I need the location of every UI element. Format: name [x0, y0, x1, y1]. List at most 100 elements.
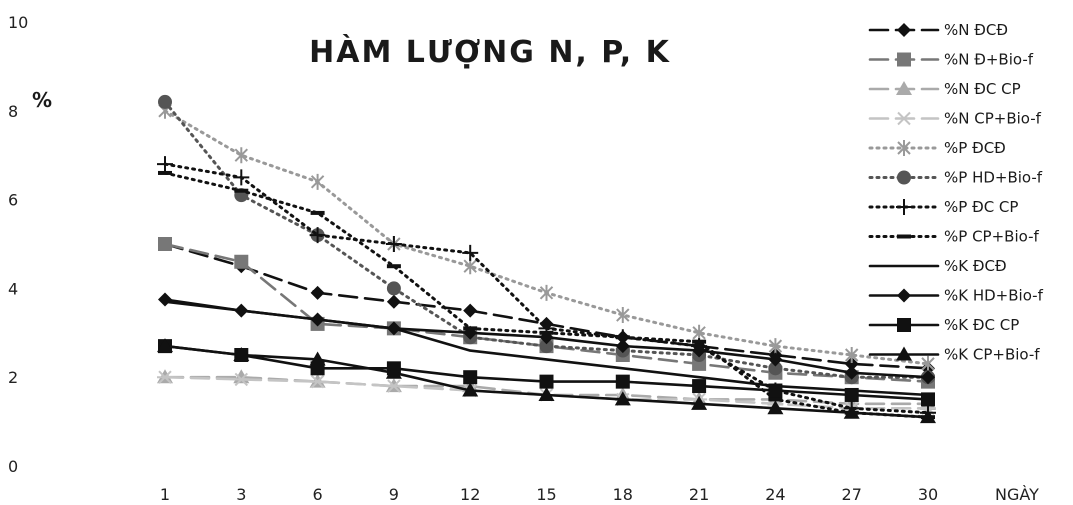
data-point	[768, 383, 783, 398]
x-axis-label: NGÀY	[995, 485, 1039, 504]
x-tick-label: 18	[613, 485, 633, 504]
data-point	[538, 386, 555, 401]
data-point	[234, 254, 249, 269]
legend-item: %N ĐC CP	[868, 80, 1021, 98]
data-point	[692, 379, 707, 394]
legend-label: %N ĐCĐ	[944, 21, 1008, 39]
data-point	[234, 303, 249, 318]
x-tick-label: 27	[842, 485, 862, 504]
legend-marker	[897, 234, 911, 239]
series-12	[157, 338, 936, 424]
x-tick-label: 12	[460, 485, 480, 504]
y-tick-label: 8	[8, 102, 18, 121]
data-point	[768, 338, 783, 355]
data-point	[844, 347, 859, 363]
legend-item: %K CP+Bio-f	[868, 346, 1040, 364]
data-point	[615, 339, 630, 354]
legend-label: %K ĐC CP	[944, 316, 1019, 334]
data-point	[309, 374, 326, 389]
legend-label: %N Đ+Bio-f	[944, 51, 1034, 69]
y-axis-label: %	[32, 88, 52, 112]
data-point	[309, 351, 326, 366]
data-point	[616, 307, 630, 324]
data-point	[310, 173, 325, 190]
data-point	[234, 188, 249, 193]
data-point	[385, 364, 402, 379]
data-point	[463, 303, 478, 318]
series-1	[158, 237, 935, 376]
data-point	[157, 370, 173, 384]
legend-marker	[897, 140, 911, 156]
legend-marker	[897, 170, 911, 185]
legend-item: %K HD+Bio-f	[868, 287, 1044, 305]
data-point	[157, 338, 173, 353]
data-point	[844, 365, 859, 380]
legend-label: %K CP+Bio-f	[944, 346, 1040, 364]
x-tick-label: 21	[689, 485, 709, 504]
series-line	[163, 100, 930, 379]
data-point	[920, 409, 936, 424]
series-5	[158, 102, 935, 372]
data-point	[768, 397, 783, 402]
legend-marker	[897, 318, 911, 332]
x-tick-label: 15	[536, 485, 556, 504]
legend-item: %K ĐCĐ	[868, 257, 1007, 275]
y-tick-label: 2	[8, 368, 18, 387]
data-point	[386, 281, 401, 296]
data-point	[310, 312, 325, 327]
data-point	[921, 370, 935, 385]
data-point	[158, 170, 172, 175]
data-point	[158, 237, 172, 251]
data-point	[691, 395, 708, 410]
legend-label: %K ĐCĐ	[944, 257, 1007, 275]
data-point	[386, 264, 401, 269]
legend-marker	[897, 23, 911, 37]
data-point	[385, 236, 402, 252]
data-point	[462, 382, 479, 397]
x-tick-label: 9	[389, 485, 399, 504]
data-point	[844, 356, 859, 371]
legend-marker	[896, 199, 912, 215]
series-10	[158, 292, 935, 385]
x-tick-label: 3	[236, 485, 246, 504]
data-point	[539, 330, 554, 345]
legend-label: %P CP+Bio-f	[944, 228, 1039, 246]
data-point	[614, 391, 631, 406]
data-point	[463, 370, 478, 385]
data-point	[539, 374, 554, 389]
legend: %N ĐCĐ %N Đ+Bio-f %N ĐC CP %N CP+Bio-f %P ĐC…	[868, 21, 1044, 364]
data-point	[158, 292, 172, 307]
y-axis-ticks: 0 2 4 6 8 10	[8, 13, 28, 476]
legend-item: %P ĐC CP	[868, 198, 1018, 216]
data-point	[309, 227, 326, 244]
legend-item: %N CP+Bio-f	[868, 110, 1042, 128]
data-point	[385, 379, 402, 393]
legend-label: %K HD+Bio-f	[944, 287, 1044, 305]
legend-label: %P HD+Bio-f	[944, 169, 1043, 187]
data-point	[692, 339, 707, 344]
legend-item: %N ĐCĐ	[868, 21, 1008, 39]
x-tick-label: 1	[160, 485, 170, 504]
data-point	[768, 361, 783, 376]
data-point	[310, 285, 325, 300]
data-point	[310, 210, 325, 215]
legend-marker	[896, 346, 912, 361]
data-point	[234, 147, 249, 164]
data-point	[921, 392, 935, 407]
data-point	[233, 347, 250, 361]
data-point	[844, 387, 859, 402]
y-tick-label: 10	[8, 13, 28, 32]
x-tick-label: 24	[765, 485, 785, 504]
data-point	[462, 244, 479, 261]
legend-marker	[896, 111, 912, 126]
x-axis-ticks: 1 3 6 9 12 15 18 21 24 27 30	[160, 485, 938, 504]
x-tick-label: 6	[313, 485, 323, 504]
legend-item: %K ĐC CP	[868, 316, 1019, 334]
data-point	[615, 374, 630, 389]
data-point	[386, 321, 401, 336]
data-point	[386, 294, 401, 309]
data-point	[539, 284, 554, 301]
data-point	[157, 156, 173, 173]
legend-label: %P ĐCĐ	[944, 139, 1006, 157]
